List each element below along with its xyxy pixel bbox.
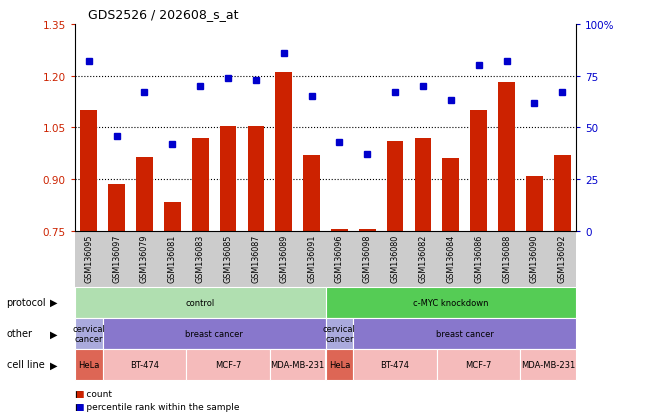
Text: GDS2526 / 202608_s_at: GDS2526 / 202608_s_at xyxy=(88,8,238,21)
Text: ■ count: ■ count xyxy=(75,389,112,398)
Bar xyxy=(470,111,487,231)
Text: BT-474: BT-474 xyxy=(130,360,159,369)
Text: cervical
cancer: cervical cancer xyxy=(72,324,105,343)
Text: ■ percentile rank within the sample: ■ percentile rank within the sample xyxy=(75,402,240,411)
Bar xyxy=(164,202,181,231)
Text: HeLa: HeLa xyxy=(329,360,350,369)
Bar xyxy=(192,138,208,231)
Bar xyxy=(303,156,320,231)
Bar xyxy=(387,142,404,231)
Bar xyxy=(81,111,97,231)
Text: protocol: protocol xyxy=(7,297,46,308)
Text: control: control xyxy=(186,298,215,307)
Text: ▶: ▶ xyxy=(49,328,57,339)
Text: cervical
cancer: cervical cancer xyxy=(323,324,356,343)
Text: c-MYC knockdown: c-MYC knockdown xyxy=(413,298,488,307)
Text: BT-474: BT-474 xyxy=(381,360,409,369)
Text: breast cancer: breast cancer xyxy=(436,329,493,338)
Bar xyxy=(331,230,348,231)
Text: MCF-7: MCF-7 xyxy=(215,360,242,369)
Bar xyxy=(275,73,292,231)
Text: ▶: ▶ xyxy=(49,297,57,308)
Bar xyxy=(219,126,236,231)
Bar xyxy=(359,230,376,231)
Bar xyxy=(247,126,264,231)
Text: ■: ■ xyxy=(75,402,83,411)
Bar xyxy=(415,138,432,231)
Text: ▶: ▶ xyxy=(49,359,57,370)
Bar xyxy=(108,185,125,231)
Text: ■: ■ xyxy=(75,389,83,398)
Text: other: other xyxy=(7,328,33,339)
Text: cell line: cell line xyxy=(7,359,44,370)
Bar xyxy=(443,159,459,231)
Text: HeLa: HeLa xyxy=(78,360,100,369)
Bar xyxy=(498,83,515,231)
Text: MCF-7: MCF-7 xyxy=(465,360,492,369)
Bar xyxy=(554,156,570,231)
Text: breast cancer: breast cancer xyxy=(185,329,243,338)
Text: MDA-MB-231: MDA-MB-231 xyxy=(271,360,325,369)
Bar xyxy=(526,176,543,231)
Text: MDA-MB-231: MDA-MB-231 xyxy=(521,360,575,369)
Bar xyxy=(136,157,153,231)
